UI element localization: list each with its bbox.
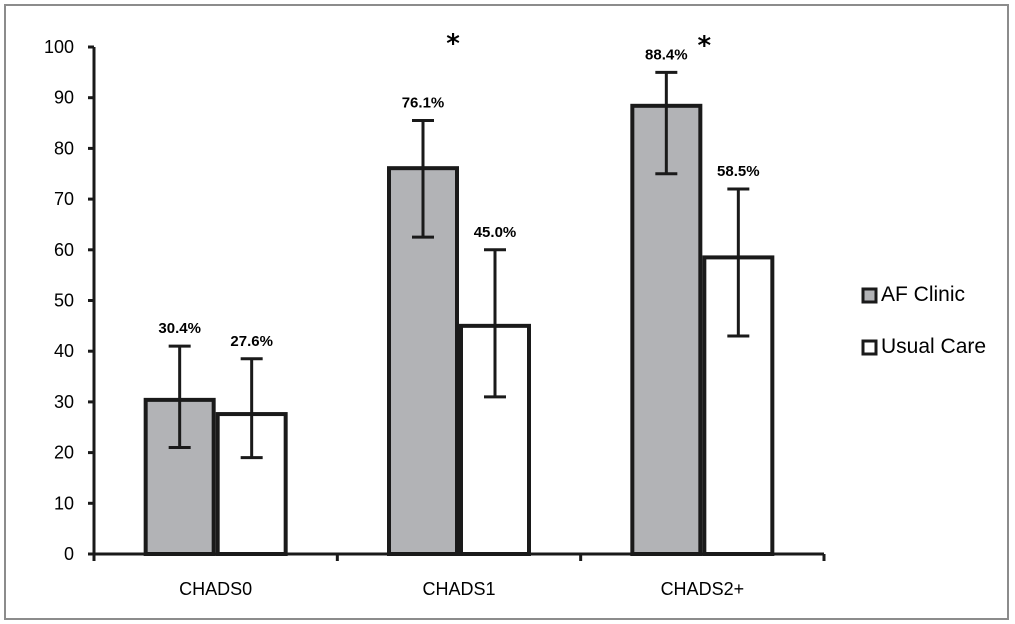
data-label: 45.0%	[474, 224, 517, 241]
data-label: 58.5%	[717, 163, 760, 180]
category-label: CHADS0	[179, 579, 252, 599]
significance-star: *	[446, 29, 460, 59]
bar-chart: 0 10 20 30 40 50 60 70 80 90 100 CHADS0 30.4% 27.6% CH…	[44, 29, 986, 599]
chart-frame: 0 10 20 30 40 50 60 70 80 90 100 CHADS0 30.4% 27.6% CH…	[4, 4, 1009, 620]
legend-label: Usual Care	[881, 335, 986, 358]
bar-af-clinic	[630, 103, 703, 556]
y-tick-label: 40	[54, 341, 74, 361]
legend-swatch	[861, 287, 878, 304]
y-tick-label: 60	[54, 240, 74, 260]
y-tick-label: 100	[44, 37, 74, 57]
y-tick-label: 20	[54, 443, 74, 463]
y-tick-label: 70	[54, 189, 74, 209]
legend-label: AF Clinic	[881, 283, 965, 306]
y-tick-label: 80	[54, 138, 74, 158]
category-label: CHADS1	[422, 579, 495, 599]
data-label: 30.4%	[158, 320, 201, 337]
data-label: 27.6%	[230, 333, 273, 350]
y-tick-label: 90	[54, 88, 74, 108]
y-tick-label: 10	[54, 493, 74, 513]
significance-star: *	[698, 31, 712, 61]
category-label: CHADS2+	[661, 579, 745, 599]
y-tick-label: 30	[54, 392, 74, 412]
y-tick-label: 50	[54, 291, 74, 311]
legend-swatch	[861, 339, 878, 356]
data-label: 76.1%	[402, 95, 445, 112]
y-tick-label: 0	[64, 544, 74, 564]
data-label: 88.4%	[645, 46, 688, 63]
